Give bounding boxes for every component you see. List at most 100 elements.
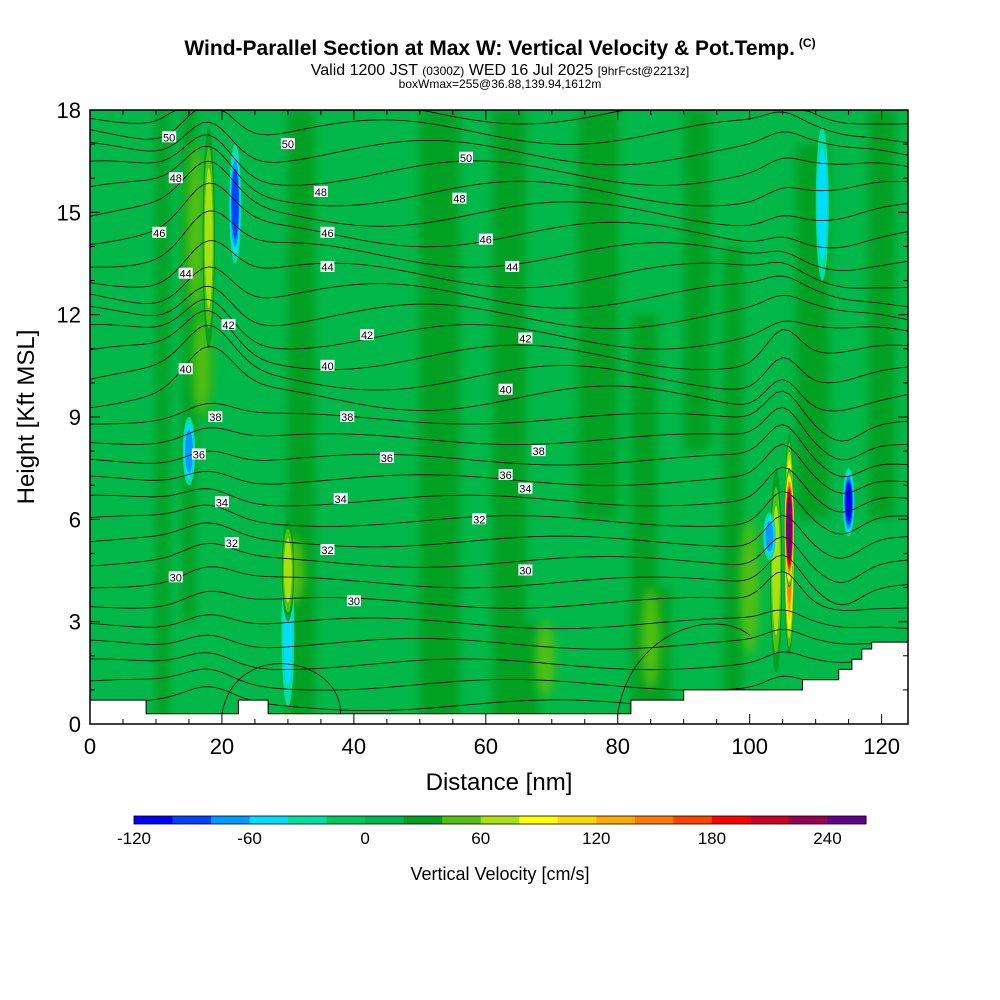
downdraft-contour — [817, 148, 827, 260]
theta-label-box — [346, 595, 361, 607]
theta-label: 42 — [519, 334, 531, 346]
theta-label-box — [531, 445, 546, 457]
colorbar-label: Vertical Velocity [cm/s] — [410, 864, 589, 884]
theta-label: 38 — [532, 446, 544, 458]
colorbar-tick-label: -60 — [237, 829, 262, 848]
theta-label: 40 — [180, 364, 192, 376]
x-tick-label: 40 — [342, 734, 366, 759]
theta-label: 38 — [209, 412, 221, 424]
theta-label: 32 — [473, 514, 485, 526]
theta-label: 40 — [321, 361, 333, 373]
theta-contour-line — [90, 285, 908, 330]
colorbar-swatch — [172, 816, 212, 824]
theta-label-box — [320, 260, 335, 272]
theta-label-box — [152, 226, 167, 238]
theta-label-box — [280, 138, 295, 150]
theta-label-box — [518, 564, 533, 576]
theta-label-box — [224, 537, 239, 549]
theta-contour-line — [90, 466, 908, 513]
terrain-mask — [89, 641, 909, 725]
x-tick-label: 60 — [474, 734, 498, 759]
theta-label-box — [333, 492, 348, 504]
colorbar-swatch — [634, 816, 674, 824]
theta-label: 30 — [170, 572, 182, 584]
colorbar-swatch — [480, 816, 520, 824]
theta-contour-line — [90, 210, 908, 272]
colorbar-swatch — [288, 816, 328, 824]
theta-contour-line — [90, 145, 908, 207]
theta-label: 38 — [341, 412, 353, 424]
colorbar-frame — [133, 815, 867, 825]
theta-label: 44 — [506, 262, 518, 274]
theta-label: 44 — [180, 269, 192, 281]
theta-label: 32 — [226, 538, 238, 550]
x-tick-label: 0 — [84, 734, 96, 759]
colorbar-swatch — [519, 816, 559, 824]
theta-label: 50 — [163, 132, 175, 144]
y-axis-label: Height [Kft MSL] — [13, 330, 40, 505]
theta-contour-line — [90, 406, 908, 461]
x-tick-label: 80 — [605, 734, 629, 759]
theta-label: 34 — [335, 494, 347, 506]
velocity-band — [512, 621, 539, 724]
theta-label-box — [162, 131, 177, 143]
theta-contour-line — [90, 490, 908, 535]
theta-contour-line — [90, 266, 908, 309]
downdraft-contour — [845, 483, 852, 522]
y-tick-label: 12 — [57, 303, 81, 328]
theta-label: 48 — [453, 194, 465, 206]
colorbar-swatch — [788, 816, 828, 824]
theta-contour-line — [90, 134, 908, 186]
subtitle-utc: (0300Z) — [422, 64, 465, 78]
theta-contour-line — [221, 663, 342, 714]
colorbar-swatch — [249, 816, 289, 824]
theta-label: 48 — [315, 187, 327, 199]
theta-label-box — [313, 185, 328, 197]
colorbar-swatch — [211, 816, 251, 824]
theta-label-box — [178, 267, 193, 279]
theta-label-box — [498, 468, 513, 480]
theta-label-box — [478, 233, 493, 245]
theta-label-box — [208, 411, 223, 422]
theta-label: 46 — [321, 228, 333, 240]
chart-note: boxWmax=255@36.88,139.94,1612m — [398, 77, 602, 91]
theta-label: 42 — [361, 330, 373, 342]
colorbar-tick-label: 180 — [698, 829, 726, 848]
theta-label-box — [320, 226, 335, 238]
theta-contour-labels: 50 50 50 48 48 48 46 46 46 44 44 44 42 42 42 40 40 40 38 38… — [152, 131, 546, 608]
theta-label-box — [320, 359, 335, 371]
theta-label: 36 — [381, 453, 393, 465]
velocity-cell — [641, 587, 660, 690]
theta-contour-line — [90, 514, 908, 559]
colorbar-swatch — [673, 816, 713, 824]
theta-label-box — [452, 192, 467, 204]
subtitle-valid: Valid 1200 JST — [310, 62, 418, 79]
colorbar-tick-label: 0 — [360, 829, 369, 848]
theta-label: 32 — [321, 545, 333, 557]
velocity-cell — [536, 621, 555, 697]
colorbar-swatch — [442, 816, 482, 824]
theta-label-box — [221, 318, 236, 330]
theta-label: 30 — [348, 596, 360, 608]
x-tick-label: 20 — [210, 734, 234, 759]
theta-contour-line — [90, 324, 908, 391]
colorbar: -120 -60 0 60 120 180 240 — [117, 815, 867, 848]
velocity-band — [723, 246, 744, 724]
theta-label: 36 — [499, 470, 511, 482]
y-tick-label: 18 — [57, 98, 81, 123]
theta-contour-line — [90, 298, 908, 350]
theta-label-box — [214, 496, 229, 508]
theta-contour-line — [90, 651, 908, 671]
theta-contour-line — [90, 390, 908, 442]
theta-contour-line — [90, 570, 908, 611]
theta-contour-line — [90, 110, 908, 145]
theta-contour-line — [90, 424, 908, 478]
velocity-band — [419, 110, 460, 724]
theta-label: 46 — [480, 235, 492, 247]
velocity-cell — [186, 144, 205, 315]
theta-label-box — [191, 448, 206, 460]
theta-contours — [90, 110, 908, 714]
subtitle-forecast: [9hrFcst@2213z] — [597, 64, 690, 78]
theta-contour-line — [90, 160, 908, 227]
